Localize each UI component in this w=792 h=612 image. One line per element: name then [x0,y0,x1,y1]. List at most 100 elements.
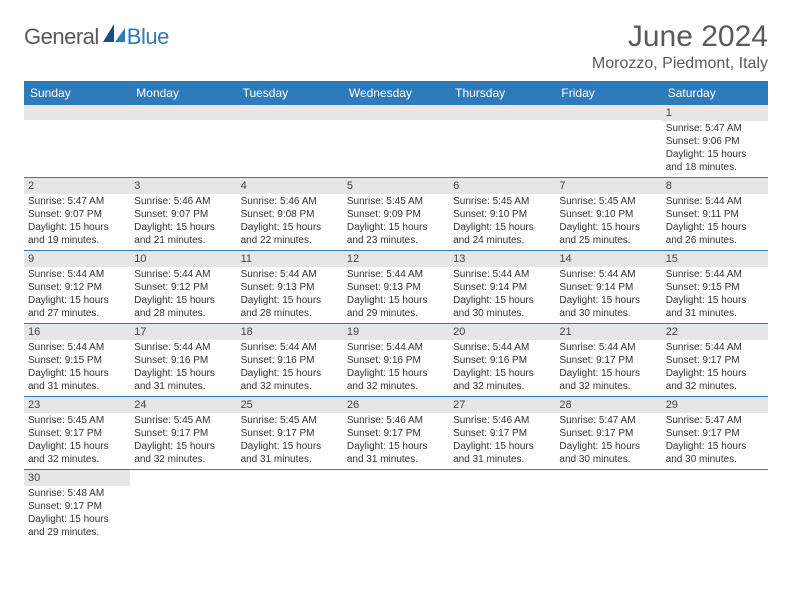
sunset-text: Sunset: 9:17 PM [453,427,551,440]
day-number: 29 [662,397,768,413]
sunrise-text: Sunrise: 5:45 AM [453,195,551,208]
sunset-text: Sunset: 9:16 PM [134,354,232,367]
sunset-text: Sunset: 9:17 PM [559,427,657,440]
sunset-text: Sunset: 9:17 PM [28,500,126,513]
sunrise-text: Sunrise: 5:44 AM [241,341,339,354]
day-details: Sunrise: 5:44 AMSunset: 9:12 PMDaylight:… [130,267,236,323]
daylight-text: Daylight: 15 hours and 22 minutes. [241,221,339,247]
day-details: Sunrise: 5:44 AMSunset: 9:15 PMDaylight:… [662,267,768,323]
sunrise-text: Sunrise: 5:47 AM [666,122,764,135]
sunrise-text: Sunrise: 5:47 AM [28,195,126,208]
daylight-text: Daylight: 15 hours and 26 minutes. [666,221,764,247]
calendar-cell: 28Sunrise: 5:47 AMSunset: 9:17 PMDayligh… [555,397,661,470]
daylight-text: Daylight: 15 hours and 32 minutes. [241,367,339,393]
sunrise-text: Sunrise: 5:44 AM [453,268,551,281]
location-subtitle: Morozzo, Piedmont, Italy [592,55,768,73]
day-number: 20 [449,324,555,340]
calendar-cell [343,105,449,178]
sunrise-text: Sunrise: 5:48 AM [28,487,126,500]
sunrise-text: Sunrise: 5:45 AM [241,414,339,427]
daylight-text: Daylight: 15 hours and 30 minutes. [559,440,657,466]
sunset-text: Sunset: 9:15 PM [28,354,126,367]
day-details: Sunrise: 5:45 AMSunset: 9:10 PMDaylight:… [555,194,661,250]
sunrise-text: Sunrise: 5:45 AM [347,195,445,208]
page-header: General Blue June 2024 Morozzo, Piedmont… [24,20,768,73]
day-number: 5 [343,178,449,194]
logo-text-blue: Blue [127,24,169,50]
day-details: Sunrise: 5:46 AMSunset: 9:08 PMDaylight:… [237,194,343,250]
day-number: 14 [555,251,661,267]
calendar-cell: 27Sunrise: 5:46 AMSunset: 9:17 PMDayligh… [449,397,555,470]
calendar-cell: 7Sunrise: 5:45 AMSunset: 9:10 PMDaylight… [555,178,661,251]
calendar-cell: 8Sunrise: 5:44 AMSunset: 9:11 PMDaylight… [662,178,768,251]
calendar-cell: 3Sunrise: 5:46 AMSunset: 9:07 PMDaylight… [130,178,236,251]
sunrise-text: Sunrise: 5:44 AM [666,341,764,354]
day-details: Sunrise: 5:44 AMSunset: 9:16 PMDaylight:… [130,340,236,396]
sunset-text: Sunset: 9:14 PM [453,281,551,294]
sunrise-text: Sunrise: 5:44 AM [241,268,339,281]
sunset-text: Sunset: 9:12 PM [134,281,232,294]
calendar-cell: 20Sunrise: 5:44 AMSunset: 9:16 PMDayligh… [449,324,555,397]
day-details: Sunrise: 5:44 AMSunset: 9:13 PMDaylight:… [237,267,343,323]
logo-sail-icon [103,24,125,42]
daylight-text: Daylight: 15 hours and 32 minutes. [453,367,551,393]
daylight-text: Daylight: 15 hours and 18 minutes. [666,148,764,174]
day-number [449,470,555,485]
sunrise-text: Sunrise: 5:44 AM [134,268,232,281]
day-details: Sunrise: 5:47 AMSunset: 9:06 PMDaylight:… [662,121,768,177]
calendar-cell: 14Sunrise: 5:44 AMSunset: 9:14 PMDayligh… [555,251,661,324]
sunrise-text: Sunrise: 5:46 AM [134,195,232,208]
day-details: Sunrise: 5:47 AMSunset: 9:17 PMDaylight:… [555,413,661,469]
sunset-text: Sunset: 9:17 PM [666,354,764,367]
sunset-text: Sunset: 9:17 PM [28,427,126,440]
sunset-text: Sunset: 9:16 PM [453,354,551,367]
sunset-text: Sunset: 9:14 PM [559,281,657,294]
day-details: Sunrise: 5:44 AMSunset: 9:14 PMDaylight:… [449,267,555,323]
daylight-text: Daylight: 15 hours and 25 minutes. [559,221,657,247]
daylight-text: Daylight: 15 hours and 29 minutes. [347,294,445,320]
sunrise-text: Sunrise: 5:46 AM [241,195,339,208]
calendar-cell [555,105,661,178]
daylight-text: Daylight: 15 hours and 30 minutes. [453,294,551,320]
sunrise-text: Sunrise: 5:45 AM [134,414,232,427]
day-details: Sunrise: 5:47 AMSunset: 9:17 PMDaylight:… [662,413,768,469]
day-number: 12 [343,251,449,267]
sunrise-text: Sunrise: 5:47 AM [559,414,657,427]
day-details: Sunrise: 5:44 AMSunset: 9:13 PMDaylight:… [343,267,449,323]
day-number [662,470,768,485]
weekday-header: Tuesday [237,81,343,105]
sunrise-text: Sunrise: 5:44 AM [28,268,126,281]
calendar-row: 30Sunrise: 5:48 AMSunset: 9:17 PMDayligh… [24,470,768,543]
calendar-cell [449,105,555,178]
weekday-header: Monday [130,81,236,105]
day-number: 7 [555,178,661,194]
daylight-text: Daylight: 15 hours and 32 minutes. [28,440,126,466]
sunset-text: Sunset: 9:17 PM [559,354,657,367]
sunrise-text: Sunrise: 5:44 AM [347,268,445,281]
sunrise-text: Sunrise: 5:46 AM [347,414,445,427]
sunset-text: Sunset: 9:13 PM [347,281,445,294]
sunset-text: Sunset: 9:17 PM [666,427,764,440]
daylight-text: Daylight: 15 hours and 32 minutes. [666,367,764,393]
sunrise-text: Sunrise: 5:44 AM [666,195,764,208]
sunset-text: Sunset: 9:09 PM [347,208,445,221]
logo-text-general: General [24,24,99,50]
day-number [343,105,449,120]
sunrise-text: Sunrise: 5:44 AM [134,341,232,354]
calendar-cell: 25Sunrise: 5:45 AMSunset: 9:17 PMDayligh… [237,397,343,470]
sunset-text: Sunset: 9:15 PM [666,281,764,294]
day-number: 1 [662,105,768,121]
day-details: Sunrise: 5:44 AMSunset: 9:12 PMDaylight:… [24,267,130,323]
day-number: 30 [24,470,130,486]
day-details: Sunrise: 5:45 AMSunset: 9:10 PMDaylight:… [449,194,555,250]
daylight-text: Daylight: 15 hours and 21 minutes. [134,221,232,247]
day-details: Sunrise: 5:45 AMSunset: 9:17 PMDaylight:… [130,413,236,469]
calendar-cell [237,470,343,543]
daylight-text: Daylight: 15 hours and 24 minutes. [453,221,551,247]
daylight-text: Daylight: 15 hours and 31 minutes. [134,367,232,393]
sunrise-text: Sunrise: 5:46 AM [453,414,551,427]
daylight-text: Daylight: 15 hours and 31 minutes. [241,440,339,466]
daylight-text: Daylight: 15 hours and 32 minutes. [559,367,657,393]
day-number: 6 [449,178,555,194]
calendar-cell: 9Sunrise: 5:44 AMSunset: 9:12 PMDaylight… [24,251,130,324]
